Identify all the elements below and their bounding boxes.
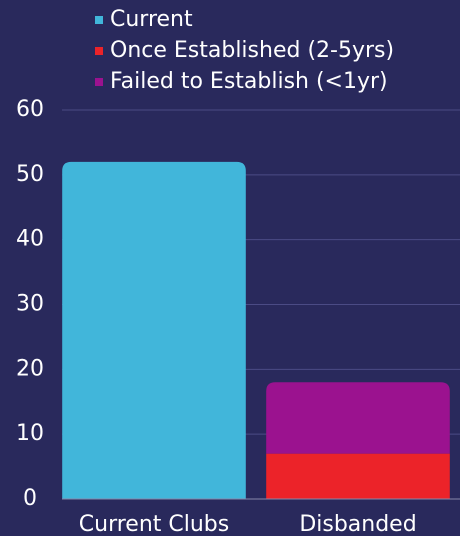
legend-swatch <box>95 47 103 55</box>
y-tick-label: 50 <box>16 162 44 187</box>
y-tick-label: 40 <box>16 227 44 252</box>
legend-label: Current <box>110 7 193 32</box>
x-tick-label: Current Clubs <box>79 512 229 536</box>
bar-segment <box>266 453 450 499</box>
legend-swatch <box>95 16 103 24</box>
x-tick-label: Disbanded <box>299 512 416 536</box>
legend-label: Once Established (2-5yrs) <box>110 38 394 63</box>
legend-swatch <box>95 78 103 86</box>
y-tick-label: 0 <box>23 486 37 511</box>
bar-segment <box>266 382 450 454</box>
y-tick-label: 20 <box>16 356 44 381</box>
y-tick-label: 10 <box>16 421 44 446</box>
y-tick-label: 30 <box>16 292 44 317</box>
bar-segment <box>62 161 246 499</box>
y-tick-label: 60 <box>16 97 44 122</box>
legend-label: Failed to Establish (<1yr) <box>110 69 388 94</box>
